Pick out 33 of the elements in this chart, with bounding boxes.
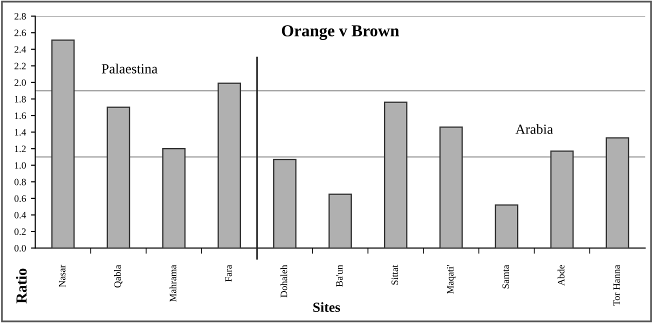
y-tick-label: 0.2: [14, 228, 26, 236]
y-tick-label: 2.4: [14, 46, 26, 53]
x-tick-label: Tor Hanna: [613, 264, 620, 306]
chart-title: Orange v Brown: [282, 25, 400, 40]
y-tick-label: 1.4: [14, 129, 26, 136]
x-tick-label: Dohaleh: [280, 264, 288, 298]
x-tick-label: Qabla: [114, 264, 122, 288]
x-tick-label: Nasar: [58, 264, 66, 288]
annotation: Palaestina: [102, 64, 158, 74]
bar: [494, 204, 518, 248]
x-tick-label: Maqati': [447, 265, 456, 294]
y-tick-label: 0.0: [14, 244, 26, 252]
annotation: Arabia: [516, 124, 553, 134]
y-tick-label: 2.0: [14, 79, 26, 86]
x-tick-label: Fara: [225, 264, 232, 282]
x-tick-label: Samta: [502, 264, 509, 288]
x-tick-label: Sittat: [392, 264, 398, 285]
y-tick-label: 1.2: [14, 146, 26, 152]
y-tick-label: 1.8: [14, 96, 26, 102]
y-tick-label: 0.6: [14, 195, 26, 202]
y-tick-label: 2.6: [14, 30, 26, 36]
x-tick-label: Ba'un: [336, 264, 343, 287]
y-tick-label: 1.6: [14, 112, 26, 120]
y-tick-label: 2.8: [14, 13, 26, 20]
x-tick-label: Mahrama: [169, 264, 176, 302]
y-tick-label: 0.8: [14, 178, 26, 186]
bar: [328, 194, 352, 248]
y-tick-label: 0.4: [14, 212, 26, 218]
y-tick-label: 2.2: [14, 62, 26, 70]
x-axis-title: Sites: [313, 302, 340, 312]
y-axis-title: Ratio: [16, 268, 27, 304]
y-tick-label: 1.0: [14, 162, 26, 169]
x-tick-label: Abde: [558, 265, 564, 286]
